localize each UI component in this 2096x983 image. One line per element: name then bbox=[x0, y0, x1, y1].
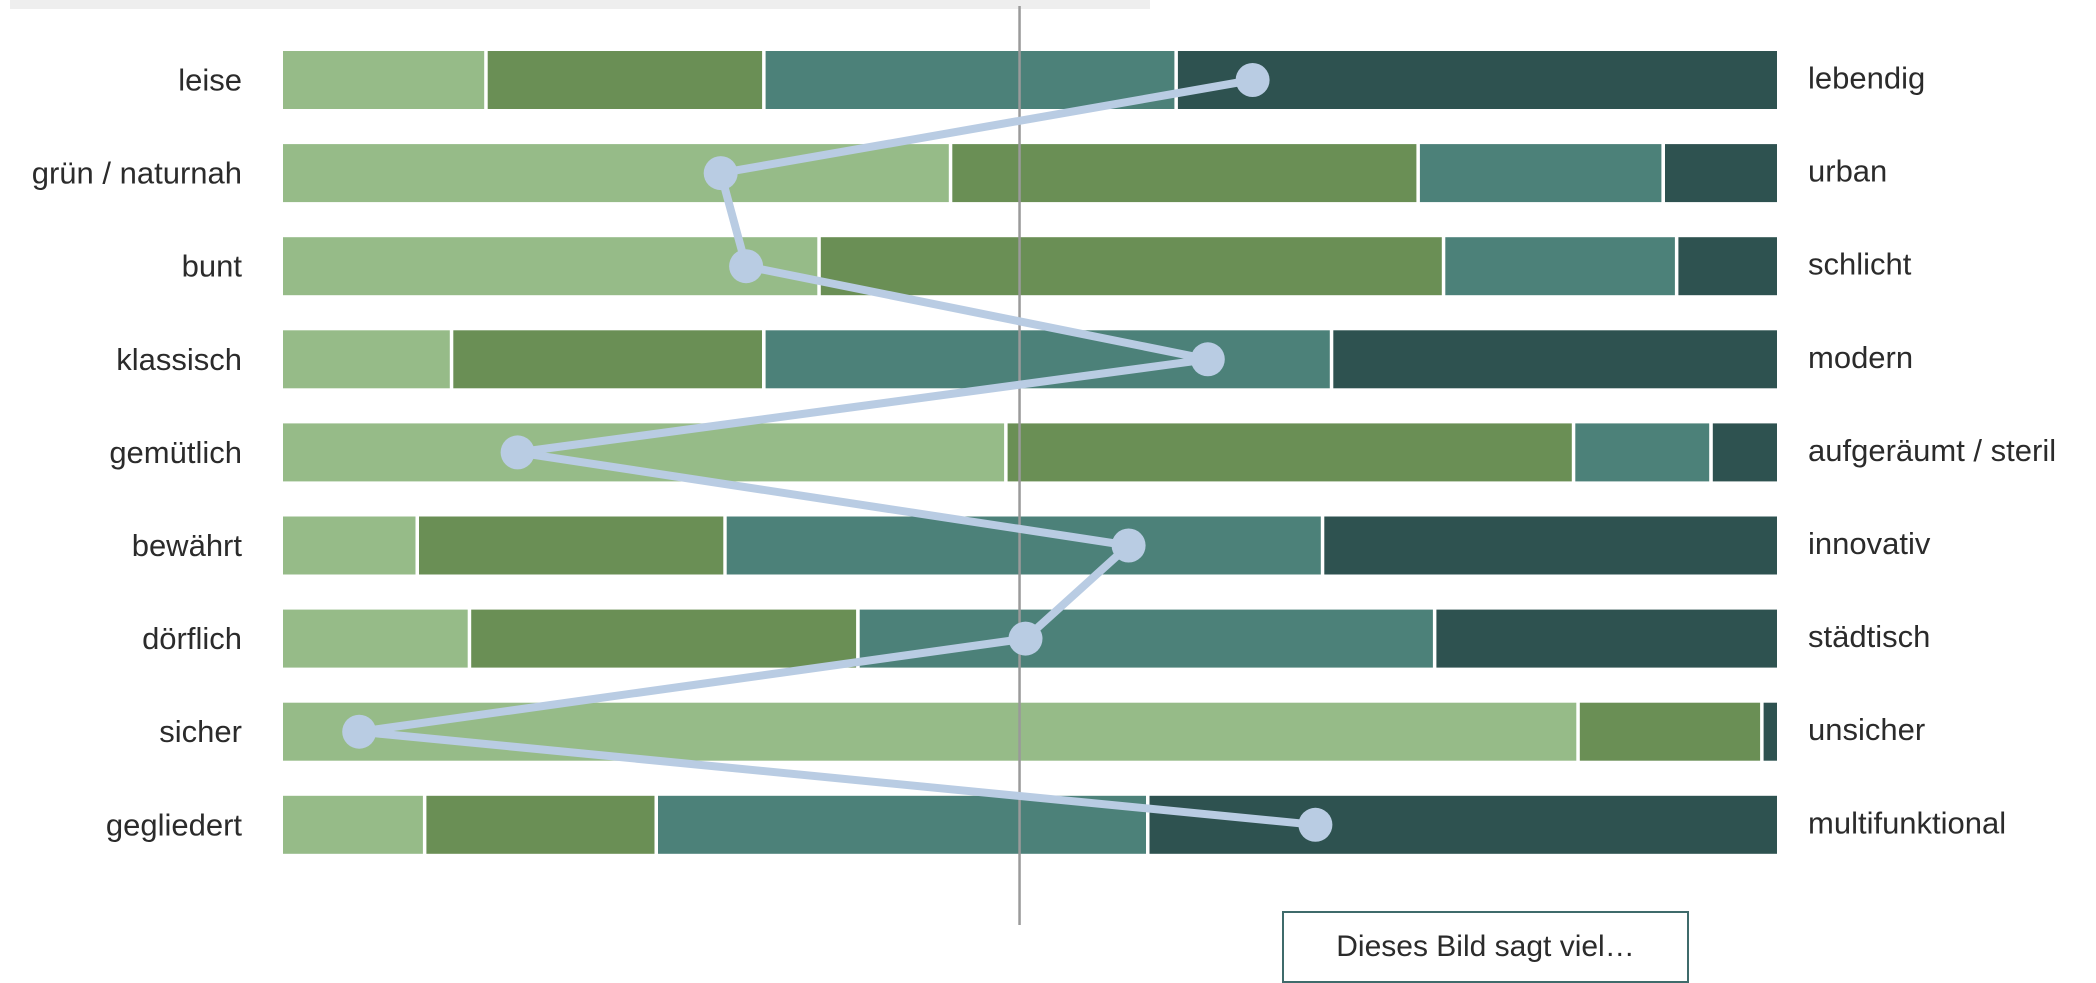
bar-segment-1-4 bbox=[1177, 51, 1777, 109]
bar-segment-9-1 bbox=[283, 795, 423, 854]
bar-segment-4-2 bbox=[453, 330, 762, 389]
right-labels: lebendig urban schlicht modern aufgeräumt / … bbox=[1808, 61, 2056, 841]
bar-segment-5-2 bbox=[1007, 423, 1572, 482]
image-says-much-button[interactable]: Dieses Bild sagt viel… bbox=[1282, 911, 1689, 983]
bar-segment-9-4 bbox=[1149, 795, 1777, 854]
bar-segment-3-3 bbox=[1445, 237, 1675, 296]
profile-point-7 bbox=[1008, 621, 1043, 656]
bar-segment-6-3 bbox=[726, 516, 1321, 575]
left-label-9: gegliedert bbox=[106, 807, 243, 842]
profile-point-5 bbox=[500, 435, 535, 470]
bar-segment-7-1 bbox=[283, 609, 468, 668]
right-label-2: urban bbox=[1808, 154, 1887, 189]
bars-layer bbox=[283, 51, 1777, 854]
top-strip bbox=[10, 0, 1150, 9]
profile-point-9 bbox=[1298, 807, 1333, 842]
bar-segment-7-4 bbox=[1436, 609, 1777, 668]
profile-point-2 bbox=[703, 156, 738, 191]
left-label-5: gemütlich bbox=[109, 435, 242, 470]
bar-segment-6-2 bbox=[419, 516, 724, 575]
left-label-3: bunt bbox=[182, 249, 243, 284]
left-label-7: dörflich bbox=[142, 621, 242, 656]
bar-segment-1-1 bbox=[283, 51, 485, 109]
bar-segment-5-3 bbox=[1575, 423, 1710, 482]
left-labels: leise grün / naturnah bunt klassisch gemütli… bbox=[32, 63, 243, 843]
bar-segment-6-1 bbox=[283, 516, 416, 575]
bar-segment-1-2 bbox=[487, 51, 763, 109]
bar-segment-7-2 bbox=[471, 609, 857, 668]
right-label-9: multifunktional bbox=[1808, 805, 2006, 840]
bar-segment-6-4 bbox=[1324, 516, 1777, 575]
bar-segment-5-4 bbox=[1712, 423, 1777, 482]
profile-point-1 bbox=[1235, 63, 1270, 97]
right-label-6: innovativ bbox=[1808, 526, 1931, 561]
bar-segment-9-3 bbox=[658, 795, 1146, 854]
left-label-6: bewährt bbox=[132, 528, 243, 563]
bar-segment-1-3 bbox=[765, 51, 1175, 109]
profile-point-6 bbox=[1111, 528, 1146, 563]
bar-segment-2-3 bbox=[1419, 144, 1662, 203]
right-label-4: modern bbox=[1808, 340, 1913, 375]
right-label-5: aufgeräumt / steril bbox=[1808, 433, 2056, 468]
bar-segment-7-3 bbox=[859, 609, 1433, 668]
left-label-2: grün / naturnah bbox=[32, 156, 242, 191]
bar-segment-2-2 bbox=[952, 144, 1417, 203]
bar-segment-3-1 bbox=[283, 237, 818, 296]
left-label-8: sicher bbox=[159, 714, 242, 749]
bar-segment-8-2 bbox=[1579, 702, 1761, 761]
profile-point-8 bbox=[342, 714, 377, 749]
bar-segment-9-2 bbox=[426, 795, 655, 854]
bar-segment-3-2 bbox=[820, 237, 1442, 296]
bar-segment-4-4 bbox=[1333, 330, 1777, 389]
bar-segment-3-4 bbox=[1678, 237, 1777, 296]
profile-layer bbox=[342, 63, 1333, 842]
right-label-8: unsicher bbox=[1808, 712, 1925, 747]
profile-point-4 bbox=[1190, 342, 1225, 377]
bar-segment-8-4 bbox=[1763, 702, 1777, 761]
right-label-3: schlicht bbox=[1808, 247, 1912, 282]
left-label-4: klassisch bbox=[116, 342, 242, 377]
bar-segment-4-1 bbox=[283, 330, 450, 389]
right-label-1: lebendig bbox=[1808, 61, 1925, 96]
profile-point-3 bbox=[729, 249, 764, 284]
right-label-7: städtisch bbox=[1808, 619, 1930, 654]
bar-segment-2-4 bbox=[1665, 144, 1777, 203]
left-label-1: leise bbox=[178, 63, 242, 98]
